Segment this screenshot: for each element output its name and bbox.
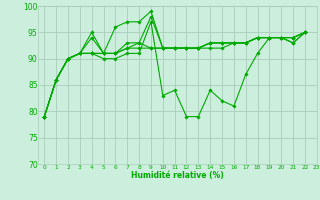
X-axis label: Humidité relative (%): Humidité relative (%) xyxy=(131,171,224,180)
